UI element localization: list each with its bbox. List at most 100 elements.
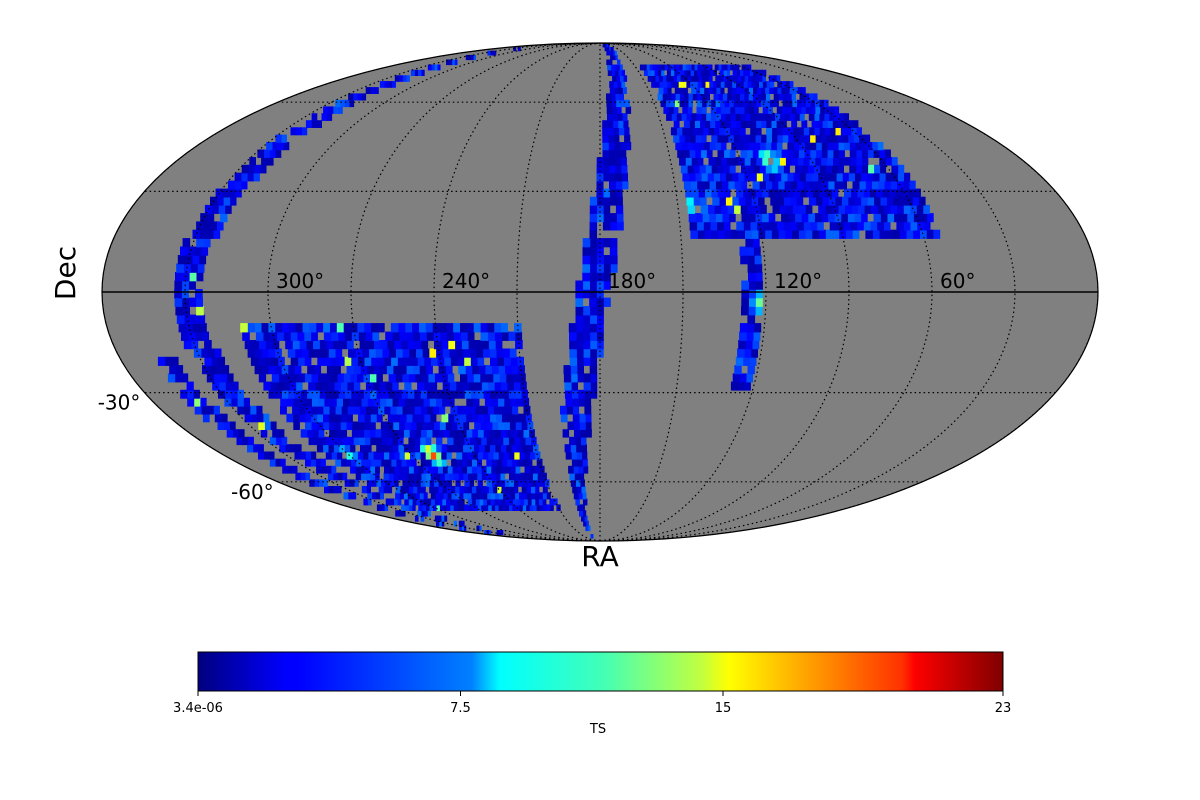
ts-pixel <box>907 188 915 198</box>
ts-pixel <box>843 142 850 151</box>
ts-pixel <box>885 157 892 166</box>
ts-pixel <box>789 221 798 231</box>
ts-pixel <box>546 504 551 511</box>
ts-pixel <box>258 451 264 460</box>
ts-pixel <box>737 348 745 358</box>
ts-pixel <box>365 381 374 391</box>
ts-pixel <box>391 436 398 446</box>
ts-pixel <box>343 444 351 453</box>
ts-pixel <box>738 134 745 143</box>
ts-pixel <box>534 498 539 506</box>
ts-pixel <box>471 486 477 494</box>
ts-pixel <box>661 75 667 82</box>
ts-pixel <box>361 93 367 101</box>
ts-pixel <box>474 405 482 415</box>
ts-pixel <box>747 64 752 71</box>
ts-pixel <box>897 164 905 174</box>
ts-pixel <box>871 180 879 190</box>
ts-pixel <box>725 113 731 121</box>
ts-pixel <box>698 188 706 198</box>
ts-pixel <box>421 373 429 383</box>
ts-pixel <box>497 365 506 375</box>
ts-pixel <box>767 188 775 198</box>
ts-pixel <box>411 498 417 506</box>
ts-pixel <box>716 134 723 143</box>
ts-pixel <box>568 465 574 474</box>
ts-pixel <box>764 87 770 94</box>
ts-pixel <box>824 188 832 198</box>
ts-pixel <box>202 365 210 375</box>
ts-pixel <box>240 180 248 190</box>
ts-pixel <box>230 397 238 407</box>
ts-pixel <box>492 373 500 383</box>
ts-pixel <box>220 413 228 423</box>
ts-pixel <box>751 99 757 108</box>
ts-pixel <box>408 504 413 511</box>
ts-pixel <box>509 421 516 430</box>
ts-pixel <box>357 429 365 438</box>
ts-pixel <box>832 142 839 151</box>
ts-pixel <box>240 323 248 333</box>
ts-pixel <box>582 255 591 265</box>
ts-pixel <box>607 120 614 128</box>
ts-pixel <box>462 405 470 415</box>
ts-pixel <box>827 180 835 190</box>
ts-pixel <box>287 465 293 474</box>
ts-pixel <box>759 113 766 121</box>
ts-pixel <box>392 444 399 453</box>
ts-pixel <box>434 340 442 350</box>
ts-pixel <box>359 365 368 375</box>
ts-pixel <box>401 504 406 511</box>
ts-pixel <box>621 180 629 190</box>
ts-pixel <box>725 172 733 182</box>
ts-pixel <box>164 356 172 366</box>
ts-pixel <box>818 204 826 214</box>
ts-pixel <box>492 451 499 460</box>
ts-pixel <box>886 213 895 223</box>
ts-pixel <box>366 486 371 494</box>
ts-pixel <box>333 381 341 391</box>
ts-pixel <box>596 196 604 206</box>
ts-pixel <box>704 93 710 101</box>
ts-pixel <box>713 204 722 214</box>
ts-pixel <box>780 87 786 94</box>
ts-pixel <box>508 436 515 446</box>
ts-pixel <box>419 331 427 341</box>
ts-pixel <box>310 405 318 415</box>
ts-pixel <box>913 188 921 198</box>
ts-pixel <box>909 221 918 231</box>
ts-pixel <box>216 196 224 206</box>
ts-pixel <box>408 465 414 474</box>
ts-pixel <box>799 93 805 101</box>
ts-pixel <box>360 397 368 407</box>
ts-pixel <box>200 405 208 415</box>
ts-pixel <box>578 413 586 423</box>
ts-pixel <box>878 229 887 239</box>
ts-pixel <box>387 486 393 494</box>
ts-pixel <box>456 451 463 460</box>
ts-pixel <box>169 365 177 375</box>
ts-pixel <box>856 188 864 198</box>
ts-pixel <box>818 113 825 121</box>
ts-pixel <box>896 221 904 231</box>
ts-pixel <box>703 221 711 231</box>
ts-pixel <box>523 498 528 506</box>
ts-pixel <box>792 127 799 136</box>
ts-pixel <box>192 323 200 333</box>
ts-pixel <box>495 389 503 399</box>
ts-pixel <box>657 64 662 71</box>
ts-pixel <box>349 323 358 333</box>
ts-pixel <box>509 397 517 407</box>
ts-pixel <box>610 99 617 108</box>
ts-pixel <box>326 113 333 121</box>
ts-pixel <box>449 381 457 391</box>
ts-pixel <box>818 99 825 108</box>
ts-pixel <box>742 188 750 198</box>
ts-pixel <box>620 164 628 174</box>
ts-pixel <box>272 429 279 438</box>
ts-pixel <box>415 492 420 500</box>
ts-pixel <box>300 472 306 481</box>
ts-pixel <box>192 389 200 399</box>
ts-pixel <box>201 331 209 341</box>
ts-pixel <box>438 520 442 527</box>
